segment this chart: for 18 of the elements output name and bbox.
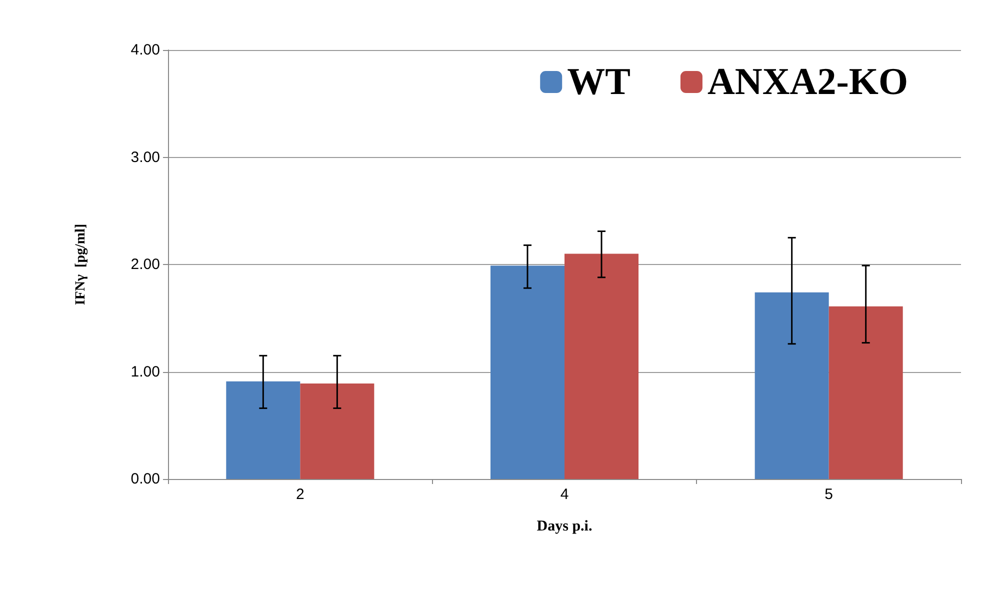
bar bbox=[754, 292, 829, 479]
x-axis-title: Days p.i. bbox=[536, 518, 592, 534]
bar bbox=[226, 381, 300, 479]
y-tick-label: 2.00 bbox=[130, 256, 160, 273]
x-tick-label: 4 bbox=[560, 486, 569, 503]
y-tick-label: 3.00 bbox=[130, 148, 160, 166]
y-tick-label: 0.00 bbox=[130, 470, 160, 488]
bar bbox=[490, 266, 564, 479]
y-axis-title: IFNγ [pg/ml] bbox=[74, 224, 88, 306]
legend-label: WT bbox=[567, 61, 630, 103]
y-tick-label: 1.00 bbox=[130, 363, 160, 380]
x-tick-label: 2 bbox=[296, 486, 304, 503]
x-tick-label: 5 bbox=[824, 486, 834, 503]
bar bbox=[828, 306, 903, 479]
bar bbox=[564, 254, 639, 479]
y-tick-label: 4.00 bbox=[130, 42, 160, 58]
bar bbox=[300, 384, 374, 479]
legend-label: ANXA2-KO bbox=[707, 61, 908, 103]
